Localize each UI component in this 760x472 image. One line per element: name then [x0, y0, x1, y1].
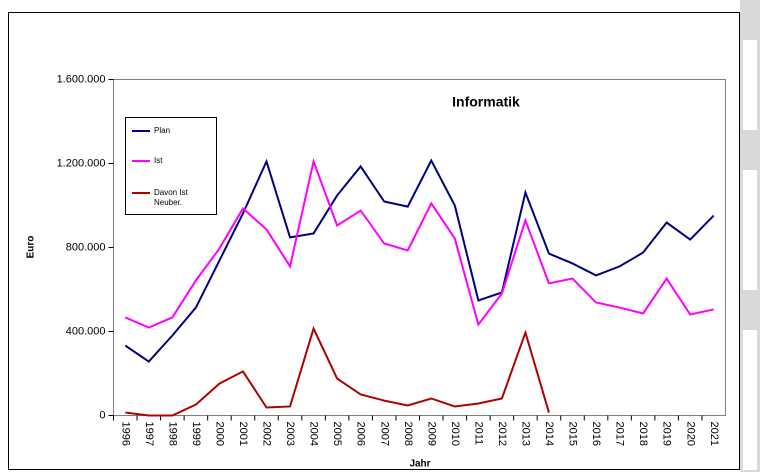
- y-tick-label: 0: [99, 409, 105, 421]
- x-tick-label: 2000: [214, 422, 226, 446]
- x-tick-label: 2002: [261, 422, 273, 446]
- chart-title: Informatik: [452, 94, 520, 110]
- y-axis-label: Euro: [26, 236, 37, 259]
- x-tick-label: 2003: [284, 422, 296, 446]
- x-tick-label: 1998: [166, 422, 178, 446]
- series-line: [124, 158, 715, 363]
- legend-swatch: [132, 192, 150, 194]
- y-tick-label: 1.600.000: [57, 73, 106, 85]
- y-tick-label: 1.200.000: [57, 157, 106, 169]
- x-tick-label: 1999: [190, 422, 202, 446]
- x-tick-label: 2013: [520, 422, 532, 446]
- legend-label: Plan: [154, 126, 171, 135]
- legend-swatch: [132, 160, 150, 162]
- x-tick-label: 2008: [402, 422, 414, 446]
- x-tick-label: 1997: [143, 422, 155, 446]
- x-axis-label: Jahr: [409, 459, 430, 470]
- x-tick-label: 2004: [308, 422, 320, 446]
- x-tick-label: 2021: [708, 422, 720, 446]
- background-decoration: [743, 330, 757, 470]
- x-tick-label: 2020: [684, 422, 696, 446]
- legend-item: Plan: [132, 126, 210, 136]
- x-tick-label: 2005: [331, 422, 343, 446]
- x-tick-label: 2015: [567, 422, 579, 446]
- background-decoration: [743, 40, 757, 130]
- x-tick-label: 2019: [661, 422, 673, 446]
- x-tick-label: 2010: [449, 422, 461, 446]
- series-line: [124, 157, 714, 329]
- x-tick-label: 2016: [590, 422, 602, 446]
- legend-item: Ist: [132, 156, 210, 166]
- x-tick-label: 1996: [119, 422, 131, 446]
- legend-item: Davon Ist Neuber.: [132, 188, 210, 208]
- legend-label: Ist: [154, 156, 163, 165]
- x-tick-label: 2018: [637, 422, 649, 446]
- x-tick-label: 2001: [237, 422, 249, 446]
- x-tick-label: 2012: [496, 422, 508, 446]
- chart-frame: [8, 12, 740, 470]
- legend-label: Davon Ist Neuber.: [154, 188, 188, 207]
- x-tick-label: 2011: [472, 422, 484, 446]
- x-tick-label: 2009: [425, 422, 437, 446]
- y-tick-label: 800.000: [66, 241, 106, 253]
- x-tick-label: 2006: [355, 422, 367, 446]
- legend-swatch: [132, 130, 150, 132]
- x-tick-label: 2014: [543, 422, 555, 446]
- series-line: [125, 325, 550, 417]
- y-tick-label: 400.000: [66, 325, 106, 337]
- legend: Plan Ist Davon Ist Neuber.: [125, 117, 217, 215]
- x-tick-label: 2017: [614, 422, 626, 446]
- x-tick-label: 2007: [378, 422, 390, 446]
- background-decoration: [743, 170, 757, 290]
